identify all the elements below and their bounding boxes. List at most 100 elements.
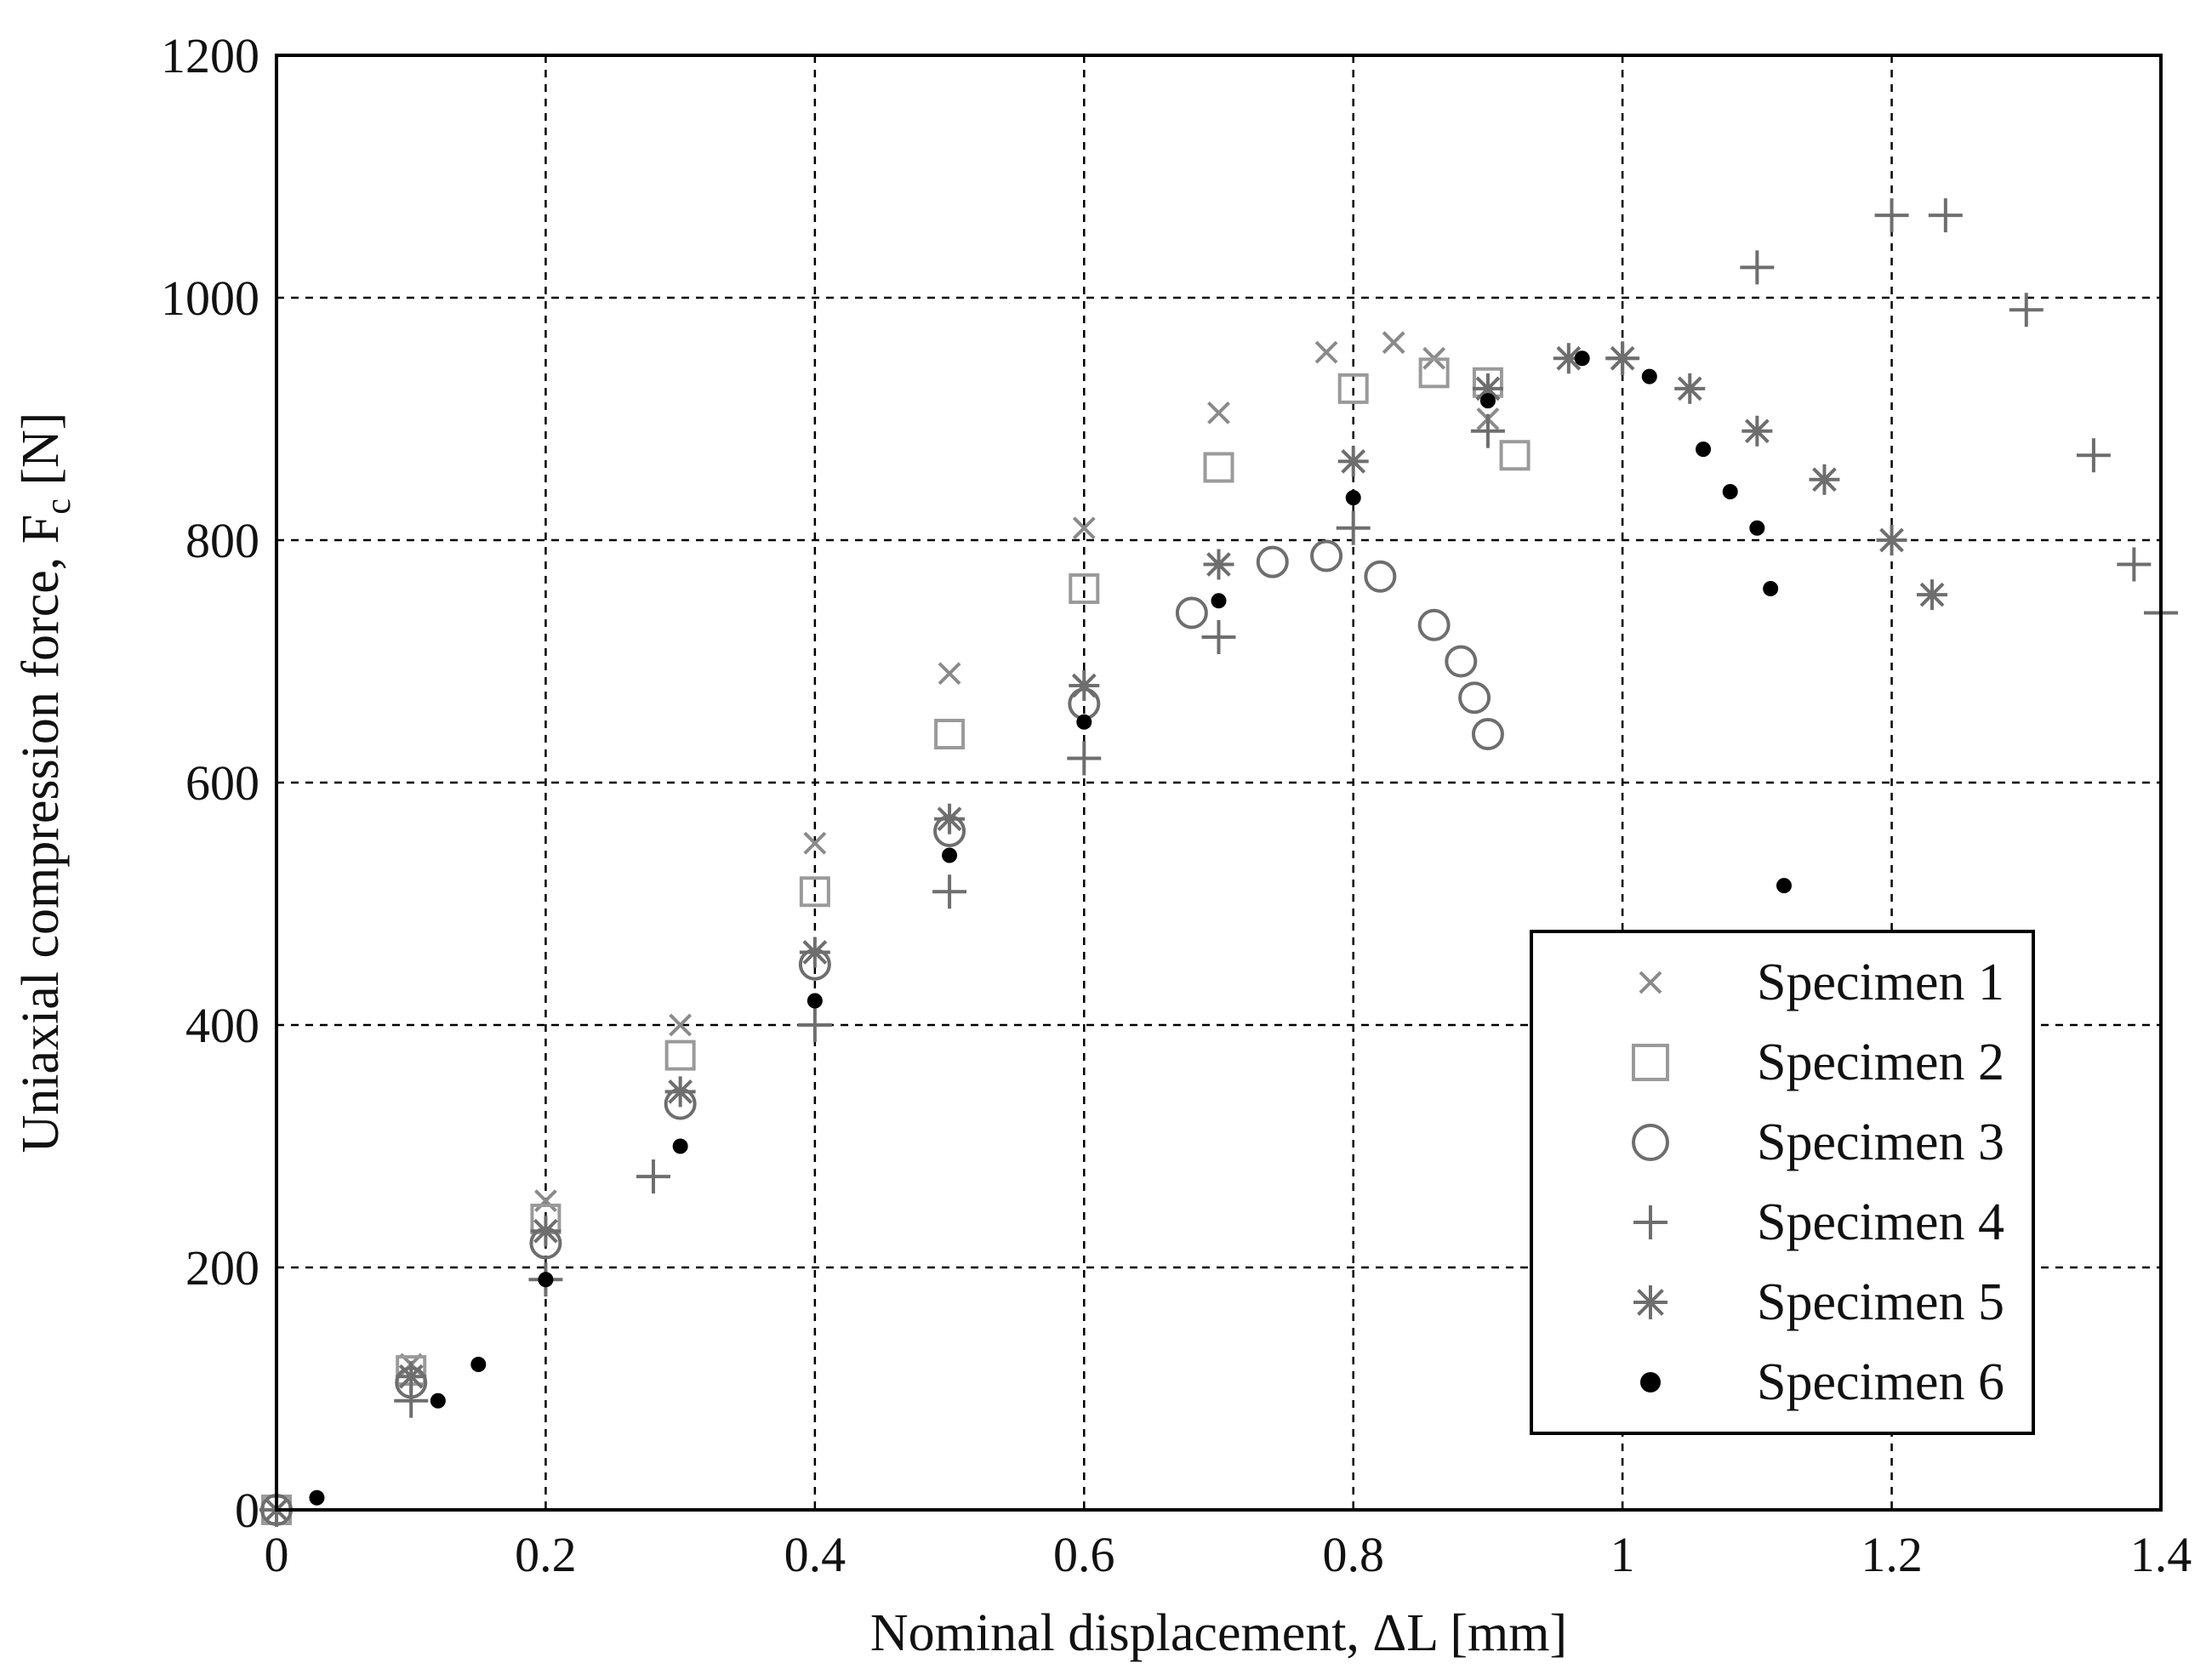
tick-labels: 0 0.2 0.4 0.6 0.8 1 1.2 1.4 0 200 400 600 800 1000 120…: [161, 28, 2192, 1582]
y-axis-title-main: Uniaxial compression force, F: [12, 515, 70, 1153]
data-point: [1211, 593, 1227, 609]
data-point: [799, 876, 830, 908]
data-point: [1776, 878, 1792, 894]
data-point: [1364, 560, 1397, 593]
series-2: [261, 357, 1531, 1525]
legend-marker: [1633, 1205, 1667, 1239]
y-tick-label: 1200: [161, 28, 259, 83]
data-point: [1256, 545, 1289, 578]
x-tick-label: 1.2: [1861, 1527, 1923, 1582]
data-point: [1072, 516, 1096, 540]
data-point: [1337, 446, 1369, 477]
legend-label: Specimen 6: [1757, 1353, 2004, 1411]
data-point: [538, 1272, 554, 1288]
data-point: [1314, 340, 1338, 364]
data-point: [803, 831, 827, 855]
data-point: [309, 1489, 325, 1506]
data-point: [664, 1076, 696, 1108]
data-point: [1479, 393, 1496, 409]
data-point: [938, 662, 961, 686]
data-point: [396, 1361, 427, 1392]
data-point: [2009, 293, 2044, 327]
data-point: [1928, 198, 1963, 233]
plot-area-frame: [275, 54, 2163, 1512]
legend-label: Specimen 5: [1757, 1273, 2004, 1331]
legend-label: Specimen 3: [1757, 1113, 2004, 1171]
data-point: [1445, 645, 1478, 678]
data-point: [807, 993, 823, 1009]
y-tick-label: 800: [185, 513, 259, 568]
legend-label: Specimen 2: [1757, 1034, 2004, 1091]
x-tick-label: 0.6: [1053, 1527, 1115, 1582]
x-tick-label: 1.4: [2130, 1527, 2192, 1582]
data-point: [672, 1138, 688, 1154]
data-point: [669, 1013, 693, 1037]
x-axis-title: Nominal displacement, ΔL [mm]: [870, 1604, 1567, 1662]
grid: [276, 55, 2161, 1510]
legend-label: Specimen 1: [1757, 954, 2004, 1011]
legend-box: [1530, 930, 2035, 1435]
data-point: [530, 1216, 561, 1247]
data-point: [636, 1159, 670, 1194]
legend-marker: [1633, 1285, 1667, 1319]
data-point: [1472, 373, 1503, 404]
data-point: [1553, 343, 1584, 374]
x-tick-label: 1: [1610, 1527, 1635, 1582]
data-point: [1499, 440, 1531, 471]
data-point: [1203, 452, 1234, 483]
series-6: [309, 350, 1792, 1506]
data-point: [1574, 350, 1590, 367]
x-tick-label: 0: [265, 1527, 289, 1582]
data-point: [1740, 250, 1775, 285]
data-point: [932, 874, 967, 909]
data-point: [1337, 373, 1369, 404]
data-point: [1076, 714, 1092, 730]
data-point: [799, 937, 830, 968]
x-tick-label: 0.4: [784, 1527, 846, 1582]
legend-marker: [1632, 1124, 1669, 1161]
data-point: [1201, 620, 1236, 654]
data-point: [1458, 681, 1491, 715]
series-1: [265, 331, 1500, 1522]
data-point: [1470, 413, 1505, 448]
data-point: [1069, 670, 1100, 701]
data-point: [1641, 368, 1657, 384]
data-point: [1418, 357, 1450, 389]
data-point: [1917, 579, 1948, 611]
data-point: [1417, 608, 1451, 641]
data-point: [1876, 525, 1907, 555]
data-point: [1203, 549, 1234, 580]
data-point: [1809, 464, 1840, 495]
data-point: [1607, 343, 1639, 374]
data-point: [534, 1189, 557, 1213]
data-point: [1749, 520, 1765, 536]
legend: Specimen 1 Specimen 2 Specimen 3 Specimen 4…: [1530, 930, 2035, 1435]
data-point: [934, 719, 966, 749]
legend-marker: [1640, 1372, 1661, 1392]
legend-marker: [1632, 1044, 1669, 1081]
data-point: [2117, 547, 2152, 582]
series-layer: [259, 198, 2178, 1527]
y-axis-title: Uniaxial compression force, Fc [N]: [12, 413, 78, 1153]
data-point: [1310, 539, 1343, 572]
data-point: [1722, 484, 1738, 499]
data-point: [1471, 718, 1504, 750]
data-point: [2076, 438, 2111, 473]
data-point: [1175, 596, 1208, 629]
y-tick-label: 0: [235, 1483, 259, 1538]
legend-label: Specimen 4: [1757, 1193, 2004, 1251]
data-point: [1382, 331, 1405, 355]
data-point: [1763, 581, 1779, 596]
x-tick-label: 0.8: [1322, 1527, 1384, 1582]
data-point: [1674, 373, 1706, 404]
data-point: [1345, 490, 1361, 506]
x-tick-label: 0.2: [515, 1527, 577, 1582]
y-tick-label: 1000: [161, 271, 259, 326]
data-point: [1069, 573, 1100, 604]
data-point: [430, 1392, 446, 1409]
data-point: [797, 1008, 832, 1042]
y-axis-title-subscript: c: [39, 498, 78, 515]
y-tick-label: 600: [185, 755, 259, 811]
legend-marker: [1639, 971, 1662, 994]
